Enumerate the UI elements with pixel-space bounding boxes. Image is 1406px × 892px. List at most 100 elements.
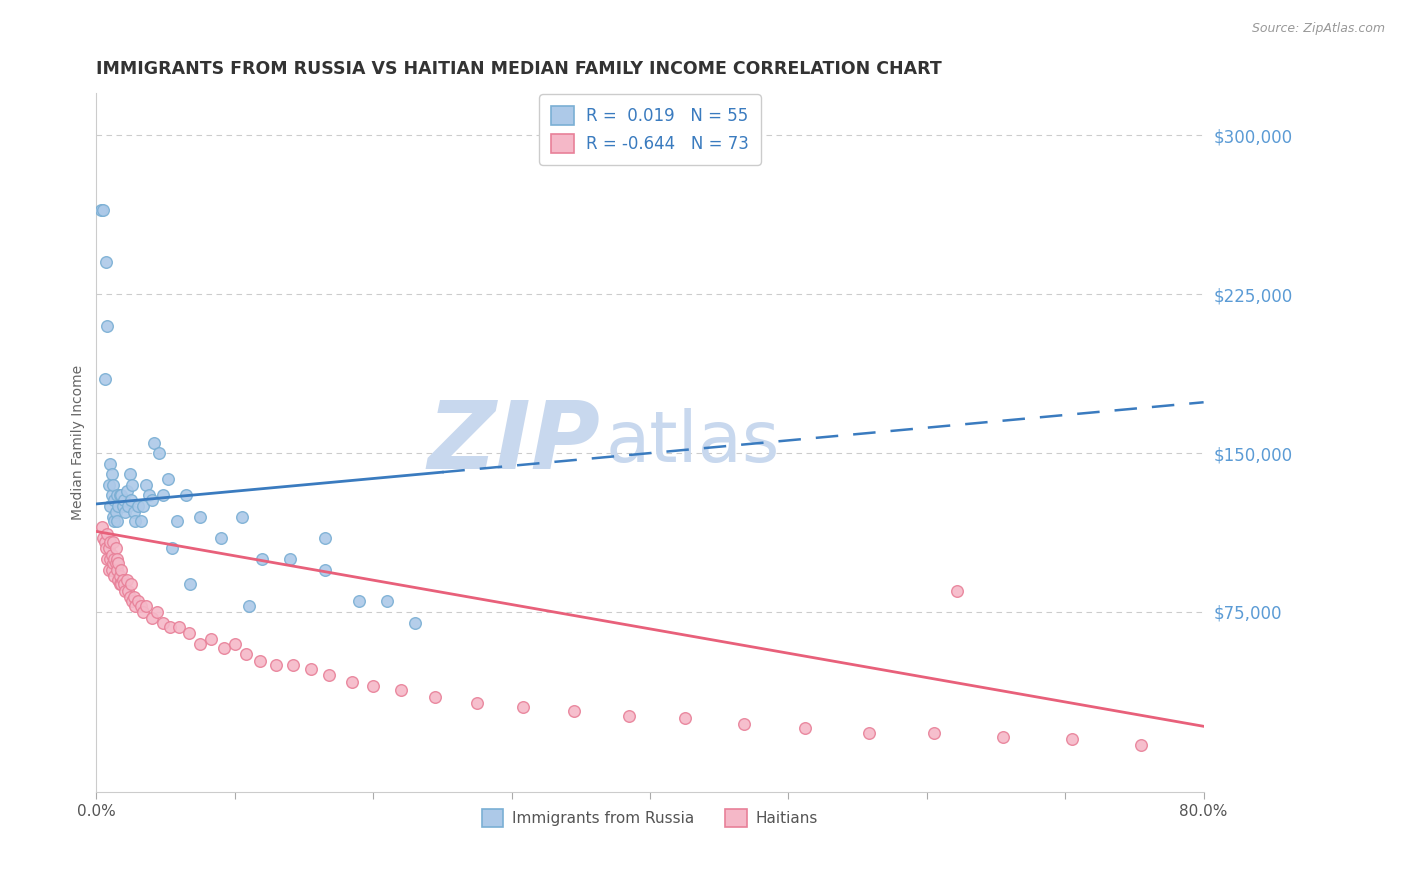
- Point: [143, 435, 166, 450]
- Point: [562, 705, 585, 719]
- Point: [103, 514, 125, 528]
- Point: [111, 573, 134, 587]
- Point: [121, 594, 143, 608]
- Point: [121, 478, 143, 492]
- Point: [858, 725, 880, 739]
- Point: [124, 514, 146, 528]
- Point: [278, 552, 301, 566]
- Point: [266, 657, 288, 672]
- Point: [148, 446, 170, 460]
- Point: [110, 577, 132, 591]
- Point: [389, 683, 412, 698]
- Point: [122, 590, 145, 604]
- Point: [98, 499, 121, 513]
- Point: [117, 583, 139, 598]
- Point: [188, 509, 211, 524]
- Point: [162, 541, 184, 556]
- Point: [103, 552, 125, 566]
- Point: [114, 583, 136, 598]
- Point: [105, 552, 128, 566]
- Point: [98, 552, 121, 566]
- Point: [946, 583, 969, 598]
- Point: [117, 499, 139, 513]
- Point: [97, 541, 120, 556]
- Point: [794, 722, 817, 736]
- Point: [108, 577, 131, 591]
- Point: [231, 509, 253, 524]
- Point: [212, 640, 235, 655]
- Point: [112, 577, 135, 591]
- Point: [118, 590, 141, 604]
- Point: [238, 599, 260, 613]
- Point: [101, 478, 124, 492]
- Point: [105, 488, 128, 502]
- Point: [404, 615, 426, 630]
- Point: [103, 569, 125, 583]
- Point: [138, 488, 160, 502]
- Point: [200, 632, 222, 647]
- Point: [115, 484, 138, 499]
- Legend: Immigrants from Russia, Haitians: Immigrants from Russia, Haitians: [475, 804, 824, 833]
- Point: [619, 708, 641, 723]
- Point: [108, 488, 131, 502]
- Text: IMMIGRANTS FROM RUSSIA VS HAITIAN MEDIAN FAMILY INCOME CORRELATION CHART: IMMIGRANTS FROM RUSSIA VS HAITIAN MEDIAN…: [97, 60, 942, 78]
- Text: atlas: atlas: [606, 408, 780, 477]
- Point: [118, 467, 141, 482]
- Point: [152, 615, 174, 630]
- Point: [105, 563, 128, 577]
- Point: [991, 730, 1014, 744]
- Point: [349, 594, 371, 608]
- Point: [127, 594, 149, 608]
- Point: [93, 535, 115, 549]
- Point: [96, 526, 118, 541]
- Point: [157, 471, 180, 485]
- Point: [166, 514, 188, 528]
- Point: [169, 620, 191, 634]
- Point: [512, 700, 534, 714]
- Point: [94, 255, 117, 269]
- Point: [120, 492, 142, 507]
- Point: [235, 648, 257, 662]
- Point: [101, 509, 124, 524]
- Point: [159, 620, 181, 634]
- Point: [299, 662, 322, 676]
- Point: [111, 499, 134, 513]
- Point: [97, 563, 120, 577]
- Text: ZIP: ZIP: [427, 397, 600, 489]
- Point: [100, 548, 122, 562]
- Point: [141, 492, 163, 507]
- Point: [90, 520, 112, 534]
- Point: [132, 605, 155, 619]
- Point: [733, 717, 755, 731]
- Point: [375, 594, 398, 608]
- Point: [314, 531, 336, 545]
- Point: [224, 637, 246, 651]
- Point: [96, 318, 118, 333]
- Point: [93, 372, 115, 386]
- Point: [108, 569, 131, 583]
- Point: [100, 563, 122, 577]
- Point: [425, 690, 447, 704]
- Point: [188, 637, 211, 651]
- Point: [129, 599, 152, 613]
- Point: [249, 654, 271, 668]
- Point: [103, 492, 125, 507]
- Point: [176, 488, 198, 502]
- Point: [100, 488, 122, 502]
- Point: [1130, 739, 1153, 753]
- Point: [314, 563, 336, 577]
- Point: [112, 492, 135, 507]
- Point: [135, 599, 157, 613]
- Point: [132, 499, 155, 513]
- Point: [104, 556, 127, 570]
- Point: [465, 696, 488, 710]
- Y-axis label: Median Family Income: Median Family Income: [72, 365, 86, 520]
- Point: [89, 202, 111, 217]
- Point: [124, 599, 146, 613]
- Point: [179, 577, 201, 591]
- Point: [101, 556, 124, 570]
- Point: [91, 202, 114, 217]
- Point: [1062, 731, 1084, 746]
- Point: [673, 711, 696, 725]
- Point: [104, 541, 127, 556]
